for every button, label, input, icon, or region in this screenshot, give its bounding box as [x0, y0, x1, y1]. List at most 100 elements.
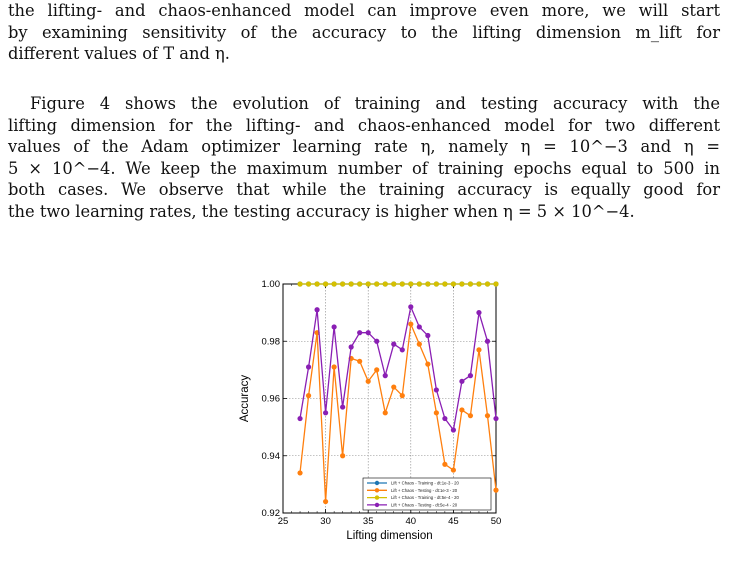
- data-point: [365, 330, 371, 336]
- data-point: [391, 341, 397, 347]
- data-point: [467, 281, 474, 287]
- data-point: [416, 341, 422, 347]
- data-point: [399, 347, 405, 353]
- data-point: [374, 281, 380, 287]
- data-point: [331, 281, 337, 287]
- data-point: [399, 281, 405, 287]
- legend-swatch-marker: [374, 495, 380, 500]
- data-point: [391, 384, 397, 390]
- data-point: [459, 407, 465, 413]
- data-point: [467, 373, 474, 379]
- data-point: [365, 378, 371, 384]
- y-axis-label: Accuracy: [239, 375, 251, 423]
- paragraph-2-line: both cases. We observe that while the tr…: [8, 180, 720, 200]
- data-point: [450, 427, 456, 433]
- data-point: [467, 413, 474, 419]
- legend-label: Lift + Chaos - Training - dt:1e-3 - 20: [391, 481, 460, 486]
- data-point: [433, 387, 439, 393]
- data-point: [374, 338, 380, 344]
- data-point: [314, 307, 320, 313]
- paragraph-1: the lifting- and chaos-enhanced model ca…: [8, 0, 720, 65]
- data-point: [476, 347, 482, 353]
- paragraph-1-line: the lifting- and chaos-enhanced model ca…: [8, 1, 720, 20]
- paragraph-2-line: the two learning rates, the testing accu…: [8, 201, 635, 221]
- data-point: [340, 453, 346, 459]
- data-point: [493, 487, 499, 493]
- x-tick-label: 40: [406, 516, 417, 527]
- data-point: [348, 281, 354, 287]
- data-point: [450, 281, 456, 287]
- data-point: [433, 281, 439, 287]
- legend-swatch-marker: [374, 502, 380, 508]
- data-point: [450, 467, 456, 473]
- paragraph-2-line: lifting dimension for the lifting- and c…: [8, 115, 720, 135]
- accuracy-chart: 25 30 35 40 45 50 0.92 0.94 0.96 0.98 1.00 Lifting …: [239, 279, 502, 542]
- data-point: [433, 410, 439, 416]
- data-point: [399, 393, 405, 399]
- series-line: [299, 321, 497, 502]
- data-point: [382, 373, 388, 379]
- x-tick-label: 35: [363, 516, 374, 527]
- data-point: [340, 281, 346, 287]
- paragraph-1-line: different values of T and η.: [8, 44, 230, 64]
- legend-label: Lift + Chaos - Testing - dt:5e-4 - 20: [391, 502, 458, 507]
- data-point: [425, 361, 431, 367]
- data-point: [357, 330, 363, 336]
- data-point: [323, 410, 329, 416]
- data-point: [493, 415, 499, 422]
- data-point: [297, 415, 303, 422]
- data-point: [408, 281, 414, 287]
- y-tick-label: 0.94: [262, 451, 281, 462]
- x-tick-label: 25: [278, 516, 289, 527]
- legend-label: Lift + Chaos - Testing - dt:1e-3 - 20: [391, 488, 458, 493]
- x-axis-label: Lifting dimension: [346, 530, 432, 542]
- data-point: [408, 321, 414, 327]
- data-point: [323, 498, 329, 505]
- data-point: [459, 281, 465, 287]
- data-point: [484, 413, 491, 419]
- data-point: [323, 281, 329, 287]
- data-point: [442, 461, 448, 467]
- data-point: [459, 378, 465, 384]
- paragraph-2-line: values of the Adam optimizer learning ra…: [8, 137, 720, 157]
- data-point: [305, 364, 312, 370]
- data-point: [425, 332, 431, 339]
- data-point: [476, 310, 482, 316]
- paragraph-1-line: by examining sensitivity of the accuracy…: [8, 22, 720, 42]
- y-tick-label: 0.98: [262, 336, 281, 347]
- data-point: [442, 415, 448, 422]
- data-point: [416, 281, 422, 287]
- series-line: [299, 304, 497, 432]
- data-point: [476, 281, 482, 287]
- data-point: [331, 364, 337, 370]
- data-point: [382, 410, 388, 416]
- data-point: [484, 338, 491, 344]
- paragraph-2-line: Figure 4 shows the evolution of training…: [30, 94, 720, 113]
- legend-swatch-marker: [374, 480, 380, 486]
- data-point: [484, 281, 491, 287]
- data-point: [442, 281, 448, 287]
- data-point: [297, 470, 303, 476]
- data-point: [314, 281, 320, 287]
- data-point: [382, 281, 388, 287]
- data-point: [416, 324, 422, 330]
- data-point: [493, 281, 499, 287]
- data-point: [305, 281, 312, 287]
- x-tick-label: 45: [448, 516, 459, 527]
- data-point: [340, 404, 346, 410]
- paragraph-2-line: 5 × 10^−4. We keep the maximum number of…: [8, 158, 720, 178]
- data-point: [425, 281, 431, 287]
- y-tick-label: 1.00: [262, 279, 281, 290]
- paragraph-2: Figure 4 shows the evolution of training…: [8, 93, 720, 223]
- data-point: [297, 281, 303, 287]
- data-point: [391, 281, 397, 287]
- x-tick-label: 50: [491, 516, 502, 527]
- data-point: [365, 281, 371, 287]
- data-point: [374, 367, 380, 373]
- legend-label: Lift + Chaos - Training - dt:5e-4 - 20: [391, 495, 460, 500]
- y-tick-label: 0.92: [262, 508, 281, 519]
- legend-swatch-marker: [374, 488, 380, 493]
- data-point: [408, 304, 414, 310]
- x-tick-label: 30: [320, 516, 331, 527]
- data-point: [348, 344, 354, 350]
